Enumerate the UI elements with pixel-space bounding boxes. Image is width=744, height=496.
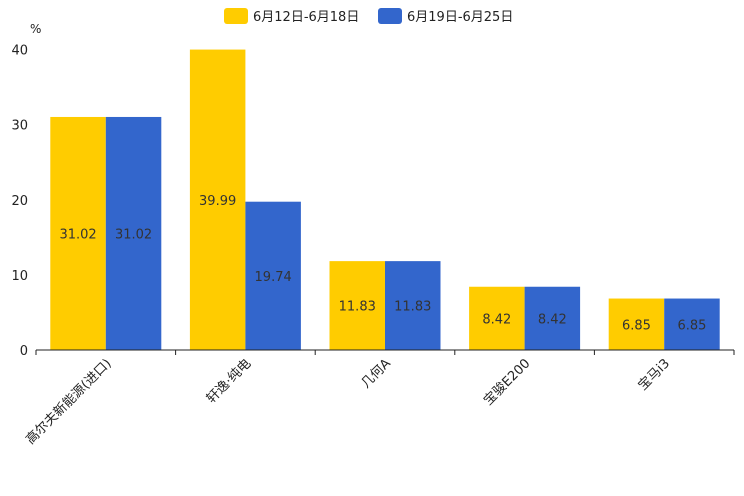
data-label: 11.83 [339,300,376,315]
legend-entry: 6月19日-6月25日 [407,10,513,25]
bar [189,49,246,350]
bar [105,116,162,350]
data-label: 31.02 [115,227,152,242]
data-label: 6.85 [677,318,706,333]
data-label: 39.99 [199,194,236,209]
x-tick-label: 高尔夫新能源(进口) [23,356,115,448]
data-label: 19.74 [255,270,292,285]
data-label: 31.02 [59,227,96,242]
x-tick-label: 宝马i3 [636,356,673,393]
data-label: 8.42 [538,312,567,327]
bar [469,286,525,350]
bar [50,116,106,350]
bar [245,201,301,350]
legend: 6月12日-6月18日 6月19日-6月25日 [224,8,513,25]
data-label: 6.85 [622,318,651,333]
bar [664,298,720,350]
x-axis: 高尔夫新能源(进口) 轩逸·纯电 几何A 宝骏E200 宝马i3 [23,349,735,448]
x-tick-label: 几何A [358,355,394,391]
legend-swatch [378,8,402,24]
legend-swatch [224,8,248,24]
bar [385,261,441,350]
bars: 31.02 39.99 11.83 8.42 6.85 31.02 19.74 11.83 8.… [50,49,720,350]
bar [524,286,581,350]
y-tick-label: 10 [11,269,28,284]
x-tick-label: 轩逸·纯电 [204,356,254,406]
legend-entry: 6月12日-6月18日 [253,10,359,25]
bar [608,298,665,350]
data-label: 11.83 [394,300,431,315]
data-label: 8.42 [482,312,511,327]
y-axis: 0 10 20 30 40 [11,44,28,360]
y-tick-label: 20 [11,194,28,209]
y-tick-label: 30 [11,119,28,134]
y-axis-unit-label: % [30,22,41,36]
bar [329,261,385,350]
y-tick-label: 40 [11,44,28,59]
x-tick-label: 宝骏E200 [481,356,533,408]
y-tick-label: 0 [20,344,28,359]
